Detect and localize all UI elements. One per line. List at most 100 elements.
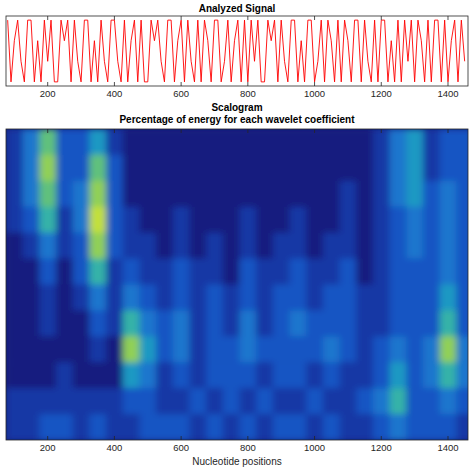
x-tick <box>247 436 248 440</box>
heatmap-cell <box>423 129 440 156</box>
heatmap-cell <box>173 310 190 337</box>
heatmap-cell <box>189 259 206 286</box>
heatmap-cell <box>189 414 206 440</box>
heatmap-cell <box>139 310 156 337</box>
heatmap-cell <box>290 181 307 208</box>
heatmap-cell <box>256 285 273 312</box>
heatmap-cell <box>73 207 90 234</box>
heatmap-cell <box>89 310 106 337</box>
heatmap-cell <box>223 336 240 363</box>
x-tick-label: 200 <box>40 442 56 453</box>
heatmap-cell <box>323 181 340 208</box>
heatmap-cell <box>306 285 323 312</box>
heatmap-cell <box>73 259 90 286</box>
heatmap-cell <box>423 233 440 260</box>
heatmap-cell <box>56 259 73 286</box>
heatmap-cell <box>373 155 390 182</box>
heatmap-cell <box>56 388 73 415</box>
heatmap-cell <box>306 233 323 260</box>
heatmap-cell <box>123 362 140 389</box>
heatmap-cell <box>39 259 56 286</box>
heatmap-cell <box>356 259 373 286</box>
heatmap-cell <box>290 129 307 156</box>
heatmap-cell <box>39 181 56 208</box>
heatmap-cell <box>189 362 206 389</box>
heatmap-cell <box>440 233 457 260</box>
heatmap-cell <box>73 181 90 208</box>
x-tick-label: 1200 <box>371 88 392 99</box>
heatmap-cell <box>273 181 290 208</box>
heatmap-cell <box>273 155 290 182</box>
heatmap-cell <box>156 285 173 312</box>
heatmap-cell <box>56 285 73 312</box>
heatmap-cell <box>323 129 340 156</box>
x-tick <box>114 82 115 86</box>
x-tick <box>181 436 182 440</box>
heatmap-cell <box>423 388 440 415</box>
heatmap-cell <box>23 129 40 156</box>
heatmap-cell <box>240 388 257 415</box>
heatmap-cell <box>106 207 123 234</box>
signal-panel: Analyzed Signal200400600800100012001400 <box>6 3 468 99</box>
heatmap-cell <box>456 285 468 312</box>
heatmap-cell <box>456 129 468 156</box>
heatmap-cell <box>323 310 340 337</box>
heatmap-cell <box>189 336 206 363</box>
heatmap-cell <box>6 155 23 182</box>
heatmap-cell <box>306 129 323 156</box>
heatmap-cell <box>406 181 423 208</box>
heatmap-cell <box>106 285 123 312</box>
heatmap-cell <box>273 362 290 389</box>
heatmap-cell <box>256 310 273 337</box>
heatmap-cell <box>290 155 307 182</box>
heatmap-cell <box>156 388 173 415</box>
heatmap-cell <box>306 336 323 363</box>
heatmap-cell <box>139 336 156 363</box>
heatmap-cell <box>456 388 468 415</box>
heatmap-cell <box>240 285 257 312</box>
heatmap-cell <box>6 285 23 312</box>
scalogram-panel: ScalogramPercentage of energy for each w… <box>6 102 474 467</box>
signal-line <box>8 20 465 82</box>
heatmap-cell <box>173 414 190 440</box>
heatmap-cell <box>56 207 73 234</box>
heatmap-cell <box>73 362 90 389</box>
heatmap-cell <box>290 388 307 415</box>
heatmap-cell <box>173 233 190 260</box>
heatmap-cell <box>206 181 223 208</box>
heatmap-cell <box>139 259 156 286</box>
heatmap-cell <box>223 388 240 415</box>
heatmap-cell <box>173 259 190 286</box>
heatmap-cell <box>340 388 357 415</box>
x-tick-top <box>447 16 448 20</box>
heatmap-cell <box>373 207 390 234</box>
heatmap-cell <box>423 181 440 208</box>
heatmap-cell <box>123 259 140 286</box>
x-tick <box>381 82 382 86</box>
heatmap-cell <box>39 362 56 389</box>
heatmap-cell <box>256 207 273 234</box>
heatmap-cell <box>356 181 373 208</box>
heatmap-cell <box>256 155 273 182</box>
x-tick-label: 600 <box>173 442 189 453</box>
heatmap-cell <box>273 414 290 440</box>
heatmap-cell <box>23 362 40 389</box>
heatmap-cell <box>139 155 156 182</box>
heatmap-cell <box>406 129 423 156</box>
heatmap-cell <box>106 155 123 182</box>
x-tick-label: 200 <box>40 88 56 99</box>
heatmap-cell <box>156 233 173 260</box>
x-tick-label: 800 <box>240 442 256 453</box>
heatmap-cell <box>139 233 156 260</box>
heatmap-cell <box>423 259 440 286</box>
heatmap-cell <box>156 336 173 363</box>
heatmap-cell <box>290 310 307 337</box>
x-tick-label: 1200 <box>371 442 392 453</box>
x-tick <box>447 82 448 86</box>
heatmap-cell <box>273 233 290 260</box>
panel-title: Analyzed Signal <box>199 3 276 14</box>
x-tick-top <box>381 129 382 133</box>
heatmap-cell <box>89 181 106 208</box>
heatmap-cell <box>206 388 223 415</box>
heatmap-cell <box>273 336 290 363</box>
